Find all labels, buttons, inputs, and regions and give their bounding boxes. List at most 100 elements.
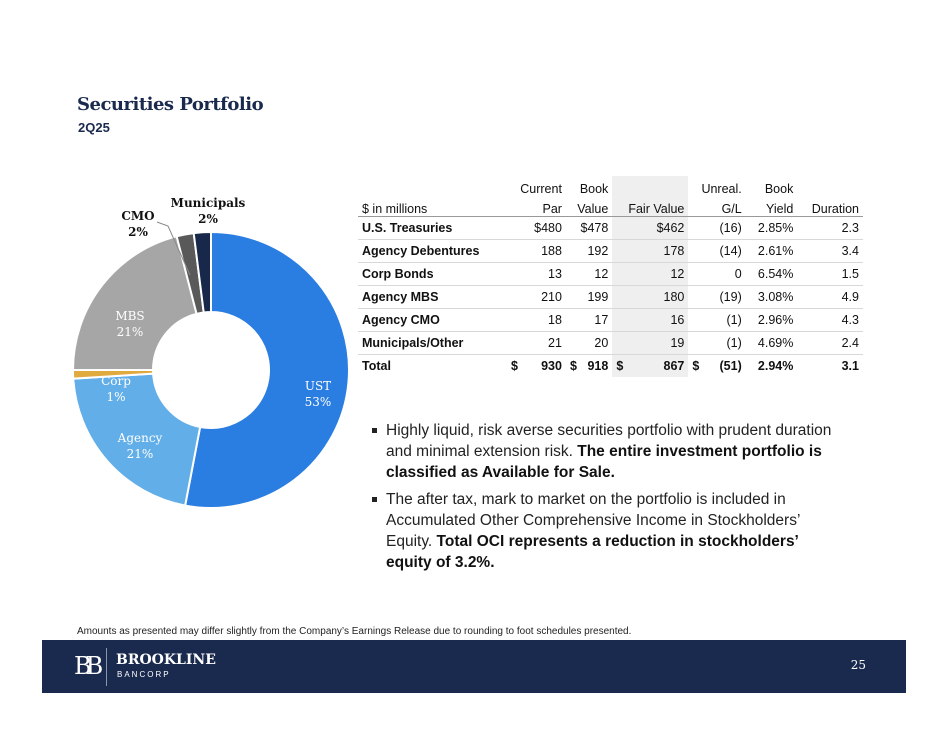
table-cell: 180 bbox=[612, 285, 689, 309]
slice-category-label: Agency bbox=[117, 431, 163, 445]
total-duration: 3.1 bbox=[841, 358, 859, 373]
table-cell: Agency CMO bbox=[358, 308, 507, 332]
table-cell: 17 bbox=[565, 308, 613, 332]
table-cell: 2.3 bbox=[797, 216, 863, 240]
leader-line bbox=[156, 221, 191, 276]
table-cell: (14) bbox=[688, 239, 746, 263]
table-cell: 2.61% bbox=[745, 239, 798, 263]
securities-table: Current Book Unreal. Book $ in millions Par V… bbox=[358, 176, 863, 377]
column-header: Yield bbox=[745, 196, 798, 217]
header-top: Book bbox=[764, 182, 794, 196]
header-top: Current bbox=[520, 182, 562, 196]
brand-name: BROOKLINE bbox=[116, 652, 216, 668]
portfolio-donut-chart: UST 53% Agency 21% Corp 1% MBS 21% CMO 2% Municipa… bbox=[71, 196, 350, 509]
bullet-bold: Total OCI represents a reduction in stoc… bbox=[386, 533, 799, 571]
divider bbox=[106, 648, 107, 686]
slice-value-label: 2% bbox=[128, 225, 148, 239]
footnote: Amounts as presented may differ slightly… bbox=[77, 626, 632, 637]
slice-value-label: 21% bbox=[127, 447, 154, 461]
table-cell: 6.54% bbox=[745, 262, 798, 286]
table-cell: 12 bbox=[612, 262, 689, 286]
table-cell: 16 bbox=[612, 308, 689, 332]
slice-value-label: 1% bbox=[106, 390, 125, 404]
table-cell: 188 bbox=[506, 239, 566, 263]
total-gl: (51) bbox=[719, 358, 742, 373]
slice-ust bbox=[183, 230, 350, 509]
page-subtitle: 2Q25 bbox=[78, 120, 110, 135]
bullet-item: Highly liquid, risk averse securities po… bbox=[372, 420, 832, 483]
header-top: Book bbox=[579, 182, 609, 196]
brookline-logo-icon: BB bbox=[74, 652, 103, 680]
table-cell: 2.85% bbox=[745, 216, 798, 240]
slice-mbs bbox=[71, 235, 198, 371]
total-fair: 867 bbox=[663, 358, 685, 373]
column-header: Value bbox=[565, 196, 613, 217]
bullet-item: The after tax, mark to market on the por… bbox=[372, 489, 832, 573]
header-top bbox=[612, 176, 689, 196]
column-header: $ in millions bbox=[358, 196, 507, 217]
table-cell: 18 bbox=[506, 308, 566, 332]
table-cell: $478 bbox=[565, 216, 613, 240]
table-cell: (1) bbox=[688, 308, 746, 332]
table-cell: (1) bbox=[688, 331, 746, 355]
table-cell: 4.3 bbox=[797, 308, 863, 332]
bullet-text: The after tax, mark to market on the por… bbox=[386, 491, 800, 550]
column-header: Duration bbox=[797, 196, 863, 217]
table-cell: 2.4 bbox=[797, 331, 863, 355]
total-label: Total bbox=[362, 358, 391, 373]
table-cell: Agency Debentures bbox=[358, 239, 507, 263]
table-row: Municipals/Other 21 20 19 (1) 4.69% 2.4 bbox=[358, 331, 863, 355]
table-row: Agency MBS 210 199 180 (19) 3.08% 4.9 bbox=[358, 285, 863, 309]
table-cell: 199 bbox=[565, 285, 613, 309]
bullet-bold: The entire investment portfolio is class… bbox=[386, 443, 822, 481]
table-cell: 4.69% bbox=[745, 331, 798, 355]
currency: $ bbox=[616, 358, 624, 373]
slice-value-label: 2% bbox=[198, 212, 218, 226]
table-cell: 2.96% bbox=[745, 308, 798, 332]
table-row: Corp Bonds 13 12 12 0 6.54% 1.5 bbox=[358, 262, 863, 286]
table-cell: 12 bbox=[565, 262, 613, 286]
slice-agency bbox=[72, 372, 202, 507]
total-row: Total $930 $918 $867 $ (51) 2.94% 3.1 bbox=[358, 354, 863, 377]
currency: $ bbox=[692, 358, 700, 373]
table-cell: (19) bbox=[688, 285, 746, 309]
table-cell: 13 bbox=[506, 262, 566, 286]
header-top bbox=[358, 176, 507, 196]
slice-category-label: CMO bbox=[121, 209, 154, 223]
currency: $ bbox=[510, 358, 518, 373]
footer-bar: BB BROOKLINE BANCORP 25 bbox=[42, 640, 906, 693]
bullet-text: Highly liquid, risk averse securities po… bbox=[386, 422, 832, 460]
table-row: U.S. Treasuries $480 $478 $462 (16) 2.85% 2.3 bbox=[358, 216, 863, 240]
slice-category-label: Municipals bbox=[171, 196, 246, 210]
page-title: Securities Portfolio bbox=[77, 94, 264, 115]
slice-value-label: 53% bbox=[305, 395, 332, 409]
total-book: 918 bbox=[587, 358, 609, 373]
slice-municipals bbox=[192, 230, 212, 314]
table-cell: 3.4 bbox=[797, 239, 863, 263]
table-cell: 178 bbox=[612, 239, 689, 263]
currency: $ bbox=[569, 358, 577, 373]
table-cell: $462 bbox=[612, 216, 689, 240]
table-row: Agency Debentures 188 192 178 (14) 2.61% 3.4 bbox=[358, 239, 863, 263]
table-cell: 19 bbox=[612, 331, 689, 355]
table-cell: 192 bbox=[565, 239, 613, 263]
bullet-list: Highly liquid, risk averse securities po… bbox=[372, 420, 832, 579]
total-par: 930 bbox=[541, 358, 562, 373]
table-cell: 4.9 bbox=[797, 285, 863, 309]
table-cell: (16) bbox=[688, 216, 746, 240]
slice-category-label: UST bbox=[305, 379, 331, 393]
slice-category-label: MBS bbox=[115, 309, 144, 323]
total-yield: 2.94% bbox=[757, 358, 794, 373]
table-row: Agency CMO 18 17 16 (1) 2.96% 4.3 bbox=[358, 308, 863, 332]
table-cell: Municipals/Other bbox=[358, 331, 507, 355]
slice-value-label: 21% bbox=[117, 325, 144, 339]
slice-category-label: Corp bbox=[101, 374, 131, 388]
brand-sub: BANCORP bbox=[117, 670, 171, 679]
table-cell: Agency MBS bbox=[358, 285, 507, 309]
column-header: Par bbox=[506, 196, 566, 217]
table-cell: U.S. Treasuries bbox=[358, 216, 507, 240]
page-number: 25 bbox=[850, 658, 866, 672]
table-cell: 0 bbox=[688, 262, 746, 286]
table-cell: 210 bbox=[506, 285, 566, 309]
table-cell: 1.5 bbox=[797, 262, 863, 286]
